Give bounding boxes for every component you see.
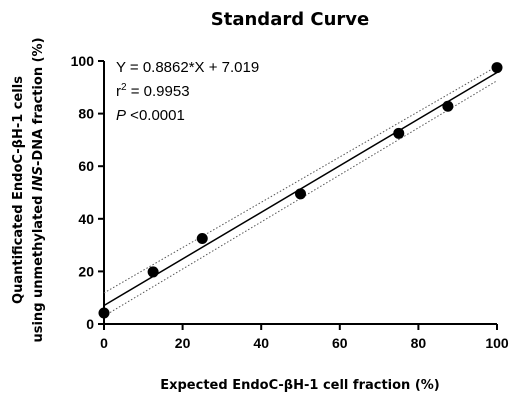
y-axis-label: Quantificated EndoC-βH-1 cells using unm… <box>11 37 46 342</box>
axes <box>103 61 497 325</box>
data-point <box>196 233 208 245</box>
x-tick-label: 60 <box>332 335 348 351</box>
y-axis-label-line2-post: -DNA fraction (%) <box>31 37 46 166</box>
r2-prefix: r <box>116 83 121 100</box>
x-tick-label: 40 <box>253 335 269 351</box>
ci-lower-line <box>103 80 498 317</box>
data-point <box>442 100 454 112</box>
data-point <box>491 62 503 74</box>
r2-value: = 0.9953 <box>127 83 190 100</box>
y-tick-label: 100 <box>71 53 95 69</box>
data-point <box>295 188 306 200</box>
data-point <box>393 127 405 139</box>
x-axis-label: Expected EndoC-βH-1 cell fraction (%) <box>160 378 440 393</box>
p-value: <0.0001 <box>126 107 185 124</box>
x-tick-label: 0 <box>100 335 108 351</box>
chart-title: Standard Curve <box>211 9 369 30</box>
ci-upper-line <box>103 65 498 294</box>
equation-annotation: Y = 0.8862*X + 7.019 <box>116 59 259 76</box>
y-tick-label: 20 <box>78 263 94 279</box>
ticks: 0 20 40 60 80 100 0 20 40 60 80 100 <box>71 53 509 351</box>
p-label: P <box>116 107 126 124</box>
y-axis-label-line2-italic: INS <box>31 166 46 191</box>
x-tick-label: 80 <box>411 335 427 351</box>
y-axis-label-line2-pre: using unmethylated <box>31 191 46 342</box>
x-tick-label: 20 <box>175 335 191 351</box>
r-squared-annotation: r2 = 0.9953 <box>116 82 190 100</box>
r2-superscript: 2 <box>121 82 127 93</box>
data-point <box>147 266 159 278</box>
y-tick-label: 80 <box>78 106 94 122</box>
p-value-annotation: P <0.0001 <box>116 107 185 124</box>
data-point <box>98 307 110 319</box>
y-tick-label: 60 <box>78 158 94 174</box>
y-axis-label-line2: using unmethylated INS-DNA fraction (%) <box>31 37 46 342</box>
y-tick-label: 0 <box>86 316 94 332</box>
x-tick-label: 100 <box>485 335 509 351</box>
data-points <box>98 62 503 319</box>
y-axis-label-line1: Quantificated EndoC-βH-1 cells <box>11 76 26 304</box>
annotations: Y = 0.8862*X + 7.019 r2 = 0.9953 P <0.00… <box>116 59 259 124</box>
y-tick-label: 40 <box>78 211 94 227</box>
